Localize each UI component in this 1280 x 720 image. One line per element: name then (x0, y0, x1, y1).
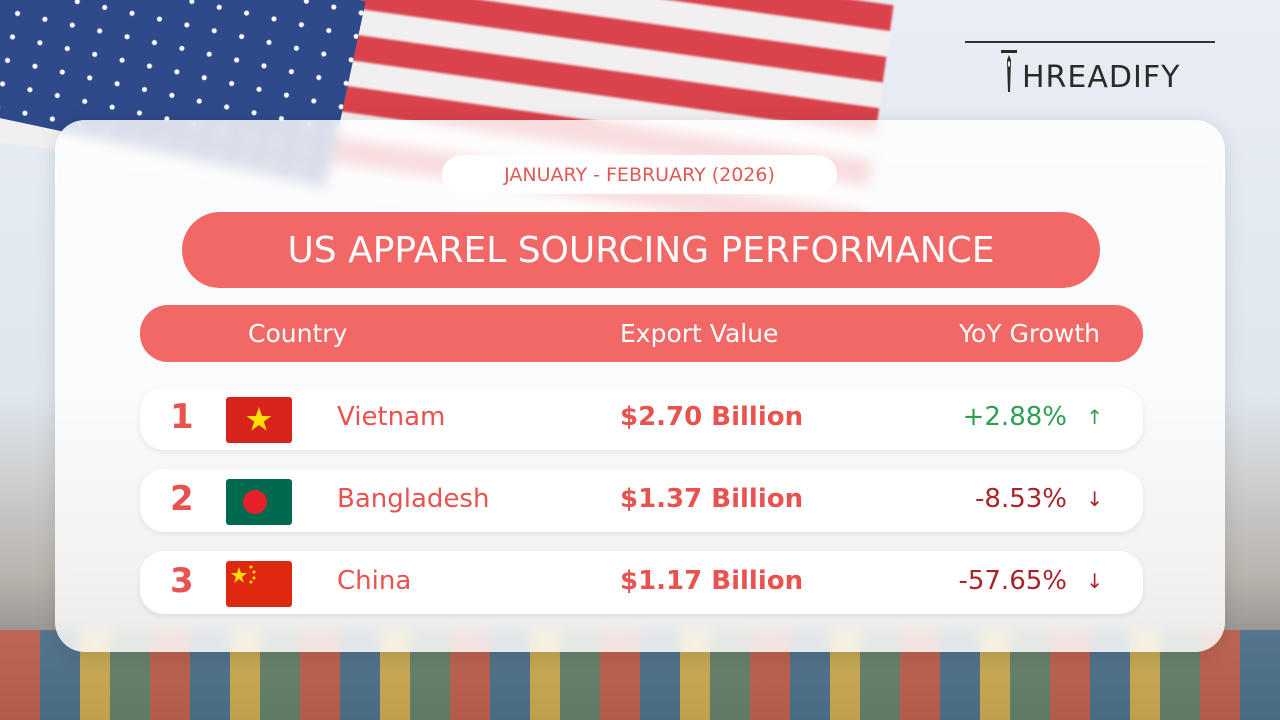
country: Bangladesh (337, 484, 490, 514)
flag-bangladesh (226, 479, 292, 525)
country: Vietnam (337, 402, 446, 432)
period: JANUARY - FEBRUARY (2026) (442, 155, 837, 194)
flag-vietnam (226, 397, 292, 443)
header-cell: Export Value (620, 319, 779, 348)
rank: 2 (170, 479, 194, 519)
title: US APPAREL SOURCING PERFORMANCE (182, 212, 1100, 288)
trend-arrow: ↑ (1086, 405, 1103, 429)
table-header: Country Export Value YoY Growth (140, 305, 1143, 362)
trend-arrow: ↓ (1086, 569, 1103, 593)
table-row: 1 Vietnam $2.70 Billion +2.88% ↑ (140, 387, 1143, 450)
yoy-growth: -8.53% (975, 484, 1067, 514)
export-value: $1.37 Billion (620, 484, 804, 514)
brand: HREADIFY (1022, 60, 1181, 95)
table-row: 3 China $1.17 Billion -57.65% ↓ (140, 551, 1143, 614)
brand-line (965, 41, 1215, 43)
country: China (337, 566, 412, 596)
header-cell: Country (248, 319, 348, 348)
trend-arrow: ↓ (1086, 487, 1103, 511)
rank: 1 (170, 397, 194, 437)
export-value: $2.70 Billion (620, 402, 804, 432)
yoy-growth: -57.65% (958, 566, 1067, 596)
export-value: $1.17 Billion (620, 566, 804, 596)
table-row: 2 Bangladesh $1.37 Billion -8.53% ↓ (140, 469, 1143, 532)
brand-needle (1001, 50, 1017, 92)
header-cell: YoY Growth (959, 319, 1100, 348)
flag-china (226, 561, 292, 607)
yoy-growth: +2.88% (962, 402, 1067, 432)
rank: 3 (170, 561, 194, 601)
